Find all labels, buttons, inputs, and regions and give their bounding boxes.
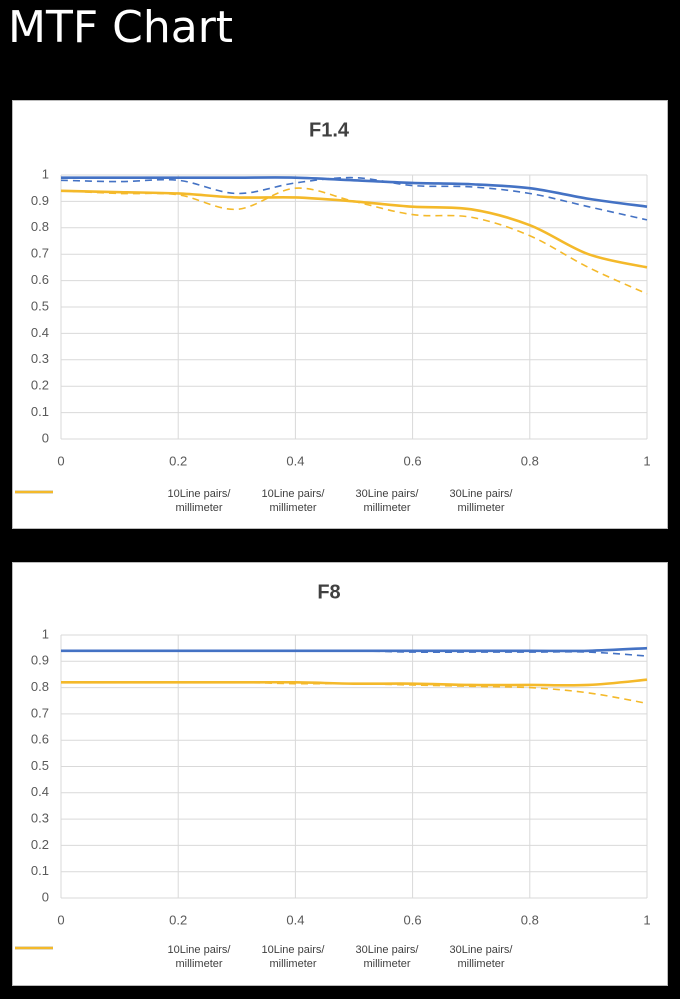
series-line <box>60 176 648 208</box>
y-tick-label: 0.9 <box>31 653 49 668</box>
legend-label: 10Line pairs/ millimeter <box>167 944 231 970</box>
legend-label: 10Line pairs/ millimeter <box>261 944 325 970</box>
chart-panel: F8 0 0.1 0.2 0.3 0.4 0.5 0.6 0.7 0.8 0.9 1 0 0.2 0.4 0.… <box>12 562 668 986</box>
y-tick-label: 0.2 <box>31 837 49 852</box>
y-tick-label: 0 <box>42 430 49 445</box>
x-tick-label: 0.2 <box>169 453 187 468</box>
x-tick-label: 0.4 <box>286 912 304 927</box>
y-tick-label: 0.3 <box>31 811 49 826</box>
legend-item: 30Line pairs/ millimeter <box>15 943 429 971</box>
legend-item: 10Line pairs/ millimeter <box>15 487 241 515</box>
legend-item: 10Line pairs/ millimeter <box>15 487 335 515</box>
legend-item: 30Line pairs/ millimeter <box>15 487 523 515</box>
y-tick-label: 0.8 <box>31 219 49 234</box>
series-line <box>60 176 648 221</box>
x-tick-label: 0 <box>57 912 64 927</box>
chart: F1.4 0 0.1 0.2 0.3 0.4 0.5 0.6 0.7 0.8 0.9 1 0 0.2 0.4… <box>31 119 651 468</box>
legend-label: 30Line pairs/ millimeter <box>449 488 513 514</box>
y-tick-label: 0.5 <box>31 298 49 313</box>
x-tick-label: 0 <box>57 453 64 468</box>
page-title: MTF Chart <box>8 2 234 53</box>
y-tick-label: 0.8 <box>31 679 49 694</box>
legend-label: 30Line pairs/ millimeter <box>355 944 419 970</box>
series-line <box>60 187 648 295</box>
legend-item: 10Line pairs/ millimeter <box>15 943 241 971</box>
y-tick-label: 0.9 <box>31 193 49 208</box>
chart-title: F8 <box>317 581 340 603</box>
legend-label: 30Line pairs/ millimeter <box>355 488 419 514</box>
legend-item: 30Line pairs/ millimeter <box>15 487 429 515</box>
legend-item: 10Line pairs/ millimeter <box>15 943 335 971</box>
y-tick-label: 0.7 <box>31 705 49 720</box>
legend: 10Line pairs/ millimeter 10Line pairs/ mi… <box>13 487 667 515</box>
x-tick-label: 0.4 <box>286 453 304 468</box>
legend-swatch <box>15 947 53 949</box>
y-tick-label: 0.1 <box>31 404 49 419</box>
y-tick-label: 0.6 <box>31 732 49 747</box>
x-tick-label: 1 <box>643 912 650 927</box>
chart: F8 0 0.1 0.2 0.3 0.4 0.5 0.6 0.7 0.8 0.9 1 0 0.2 0.4 0.… <box>31 581 651 927</box>
y-tick-label: 0.1 <box>31 863 49 878</box>
legend: 10Line pairs/ millimeter 10Line pairs/ mi… <box>13 943 667 971</box>
legend-label: 30Line pairs/ millimeter <box>449 944 513 970</box>
legend-label: 10Line pairs/ millimeter <box>261 488 325 514</box>
y-tick-label: 0.2 <box>31 378 49 393</box>
series-line <box>61 681 648 705</box>
x-tick-label: 0.6 <box>404 453 422 468</box>
y-tick-label: 0.4 <box>31 784 49 799</box>
y-tick-label: 0.5 <box>31 758 49 773</box>
y-tick-label: 0.7 <box>31 246 49 261</box>
y-tick-label: 1 <box>42 166 49 181</box>
x-tick-label: 0.6 <box>404 912 422 927</box>
y-tick-label: 1 <box>42 626 49 641</box>
x-tick-label: 0.2 <box>169 912 187 927</box>
y-tick-label: 0.4 <box>31 325 49 340</box>
legend-swatch <box>15 491 53 493</box>
y-tick-label: 0.3 <box>31 351 49 366</box>
series-line <box>61 649 648 657</box>
chart-panel: F1.4 0 0.1 0.2 0.3 0.4 0.5 0.6 0.7 0.8 0.9 1 0 0.2 0.4… <box>12 100 668 529</box>
x-tick-label: 0.8 <box>521 912 539 927</box>
y-tick-label: 0.6 <box>31 272 49 287</box>
y-tick-label: 0 <box>42 889 49 904</box>
chart-title: F1.4 <box>309 119 350 141</box>
legend-item: 30Line pairs/ millimeter <box>15 943 523 971</box>
legend-label: 10Line pairs/ millimeter <box>167 488 231 514</box>
series-line <box>60 189 648 269</box>
x-tick-label: 1 <box>643 453 650 468</box>
x-tick-label: 0.8 <box>521 453 539 468</box>
